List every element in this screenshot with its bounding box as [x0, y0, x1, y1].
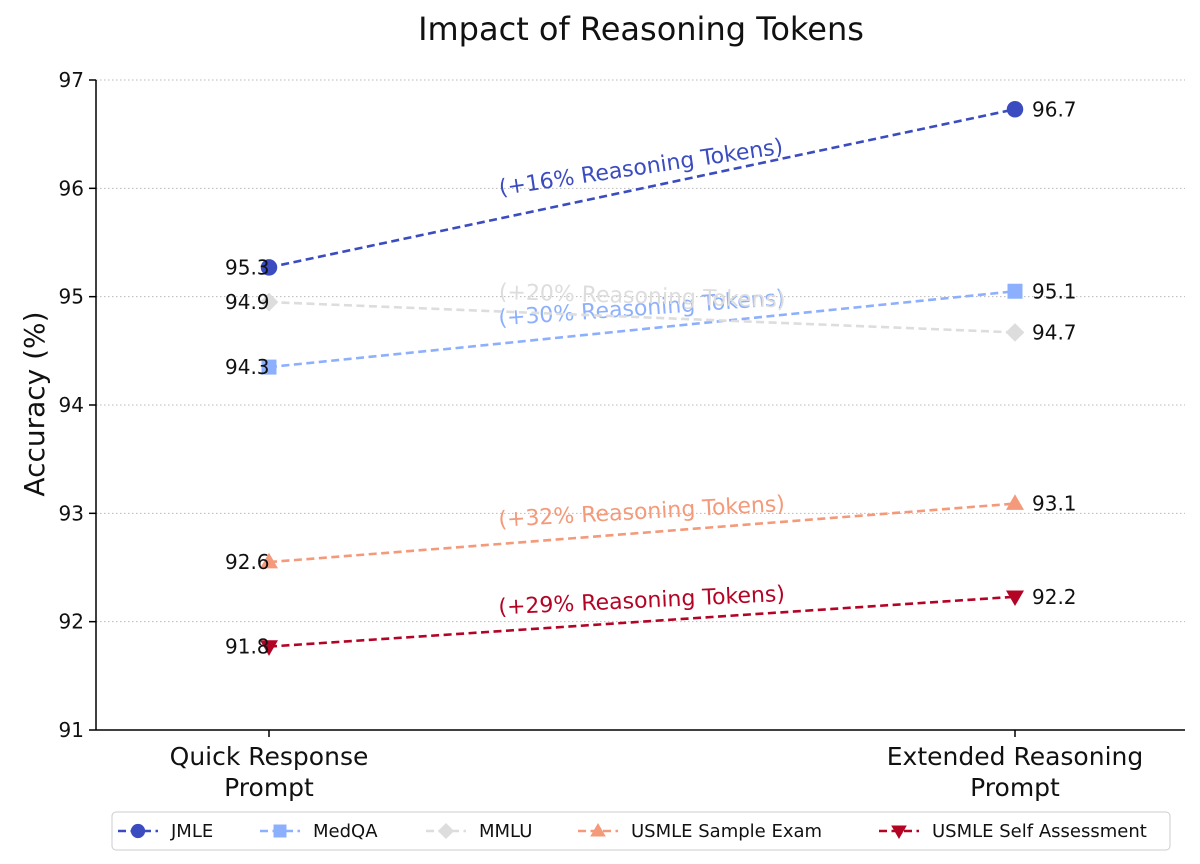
annotation-usmle-sample-exam: (+32% Reasoning Tokens) [498, 492, 786, 533]
value-label-jmle-1: 96.7 [1032, 97, 1077, 121]
point-jmle-0 [260, 259, 278, 276]
y-tick-label-92: 92 [59, 610, 84, 634]
legend-marker-medqa [273, 824, 287, 838]
point-usmle-sample-exam-0 [260, 552, 278, 569]
value-label-medqa-1: 95.1 [1032, 279, 1077, 303]
legend-label-medqa: MedQA [313, 821, 378, 842]
value-label-usmle-sample-exam-0: 92.6 [225, 550, 270, 574]
y-axis-label: Accuracy (%) [18, 311, 51, 496]
legend: JMLE MedQA MMLU USMLE Sample Exam USMLE Self… [111, 811, 1171, 851]
series-usmle-sample-exam: 92.6 93.1 (+32% Reasoning Tokens) [225, 492, 1077, 574]
value-label-mmlu-1: 94.7 [1032, 320, 1077, 344]
legend-marker-usmle-self-assessment [891, 825, 907, 840]
value-label-usmle-self-assessment-1: 92.2 [1032, 585, 1077, 609]
y-tick-label-97: 97 [59, 68, 84, 92]
value-label-usmle-sample-exam-1: 93.1 [1032, 492, 1077, 516]
legend-label-usmle-sample-exam: USMLE Sample Exam [631, 821, 822, 842]
point-usmle-sample-exam-1 [1006, 494, 1024, 510]
legend-label-jmle: JMLE [170, 821, 213, 842]
axes: 91 92 93 94 95 96 97 Quick Response Prompt Extend… [59, 68, 1185, 802]
legend-item-usmle-self-assessment: USMLE Self Assessment [879, 821, 1147, 842]
legend-label-mmlu: MMLU [479, 821, 532, 842]
value-label-medqa-0: 94.3 [225, 355, 270, 379]
value-label-usmle-self-assessment-0: 91.8 [225, 635, 270, 659]
y-tick-label-93: 93 [59, 501, 84, 525]
legend-item-mmlu: MMLU [426, 821, 532, 842]
legend-item-usmle-sample-exam: USMLE Sample Exam [578, 821, 822, 842]
chart-title: Impact of Reasoning Tokens [418, 10, 864, 48]
legend-marker-usmle-sample-exam [590, 822, 606, 837]
y-tick-label-94: 94 [59, 393, 84, 417]
legend-label-usmle-self-assessment: USMLE Self Assessment [932, 821, 1147, 842]
point-mmlu-0 [259, 292, 279, 312]
point-medqa-1 [1007, 283, 1023, 299]
point-usmle-self-assessment-1 [1006, 590, 1024, 607]
point-medqa-0 [261, 359, 277, 375]
x-tick-label-0: Quick Response Prompt [170, 742, 369, 802]
point-usmle-self-assessment-0 [260, 640, 278, 656]
y-tick-label-91: 91 [59, 718, 84, 742]
legend-marker-jmle [130, 823, 146, 839]
series-usmle-self-assessment: 91.8 92.2 (+29% Reasoning Tokens) [225, 582, 1077, 659]
legend-box [111, 811, 1171, 851]
legend-item-medqa: MedQA [260, 821, 378, 842]
point-jmle-1 [1006, 101, 1024, 118]
series-line-jmle [268, 107, 1016, 269]
x-tick-label-1: Extended Reasoning Prompt [887, 742, 1143, 802]
value-label-jmle-0: 95.3 [225, 255, 270, 279]
annotation-usmle-self-assessment: (+29% Reasoning Tokens) [498, 582, 786, 620]
series-group: 95.396.7(+16% Reasoning Tokens)94.395.1(… [225, 97, 1077, 658]
value-label-mmlu-0: 94.9 [225, 290, 270, 314]
legend-marker-mmlu [437, 822, 455, 840]
point-mmlu-1 [1005, 323, 1025, 342]
y-tick-label-96: 96 [59, 176, 84, 200]
y-tick-label-95: 95 [59, 285, 84, 309]
legend-item-jmle: JMLE [118, 821, 213, 842]
